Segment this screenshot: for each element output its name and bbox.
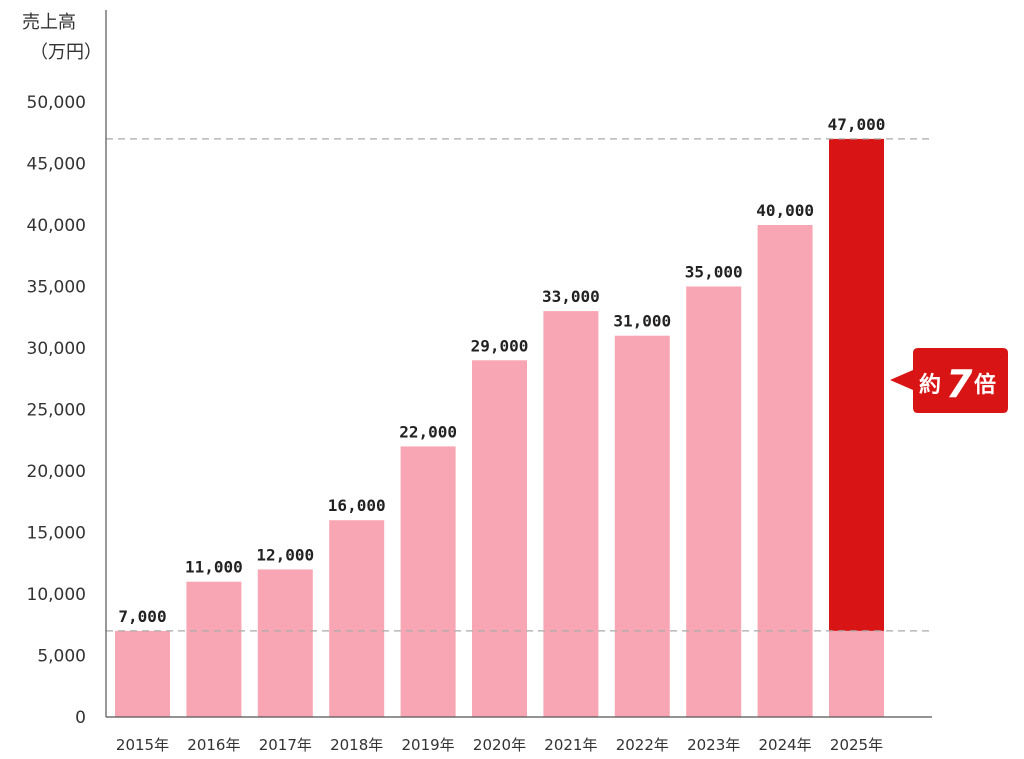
callout-number: 7 <box>946 362 973 406</box>
data-label: 35,000 <box>685 263 743 282</box>
bar-2020年 <box>472 360 527 717</box>
y-tick-label: 0 <box>75 708 86 728</box>
bar-base-2025年 <box>829 630 884 717</box>
data-label: 12,000 <box>256 545 314 564</box>
x-tick-label: 2020年 <box>473 736 526 754</box>
y-axis-label-line1: 売上高 <box>22 12 76 33</box>
x-tick-label: 2018年 <box>330 736 383 754</box>
y-tick-label: 50,000 <box>27 93 86 113</box>
y-tick-label: 20,000 <box>27 462 86 482</box>
y-tick-label: 35,000 <box>27 278 86 298</box>
x-tick-label: 2024年 <box>759 736 812 754</box>
y-tick-label: 5,000 <box>37 647 86 667</box>
data-label: 22,000 <box>399 422 457 441</box>
x-tick-label: 2022年 <box>616 736 669 754</box>
bar-2023年 <box>686 286 742 717</box>
data-label: 29,000 <box>471 336 529 355</box>
callout-suffix: 倍 <box>974 372 996 398</box>
callout-prefix: 約 <box>919 372 941 398</box>
x-tick-label: 2016年 <box>187 736 240 754</box>
y-tick-label: 15,000 <box>27 524 86 544</box>
y-tick-label: 40,000 <box>27 216 86 236</box>
data-label: 47,000 <box>828 115 886 134</box>
bar-2018年 <box>329 520 385 717</box>
data-label: 7,000 <box>118 607 166 626</box>
data-label: 40,000 <box>756 201 814 220</box>
y-tick-label: 45,000 <box>27 155 86 175</box>
y-tick-label: 30,000 <box>27 339 86 359</box>
x-tick-label: 2019年 <box>402 736 455 754</box>
data-label: 11,000 <box>185 558 243 577</box>
bar-2016年 <box>186 581 242 717</box>
multiplier-callout: 約 7 倍 <box>890 348 1008 413</box>
bar-growth-2025年 <box>829 138 884 631</box>
bar-2019年 <box>400 446 456 717</box>
data-label: 31,000 <box>613 312 671 331</box>
bar-2024年 <box>757 225 813 717</box>
x-tick-label: 2015年 <box>116 736 169 754</box>
x-tick-label: 2021年 <box>544 736 597 754</box>
y-axis-label-line2: （万円） <box>30 42 102 63</box>
y-tick-label: 10,000 <box>27 585 86 605</box>
data-label: 33,000 <box>542 287 600 306</box>
x-tick-label: 2025年 <box>830 736 883 754</box>
bar-2015年 <box>115 630 170 717</box>
y-tick-label: 25,000 <box>27 401 86 421</box>
x-tick-label: 2023年 <box>687 736 740 754</box>
x-tick-label: 2017年 <box>259 736 312 754</box>
bar-2017年 <box>257 569 313 717</box>
bar-2022年 <box>614 335 670 717</box>
data-label: 16,000 <box>328 496 386 515</box>
bar-2021年 <box>543 311 599 717</box>
